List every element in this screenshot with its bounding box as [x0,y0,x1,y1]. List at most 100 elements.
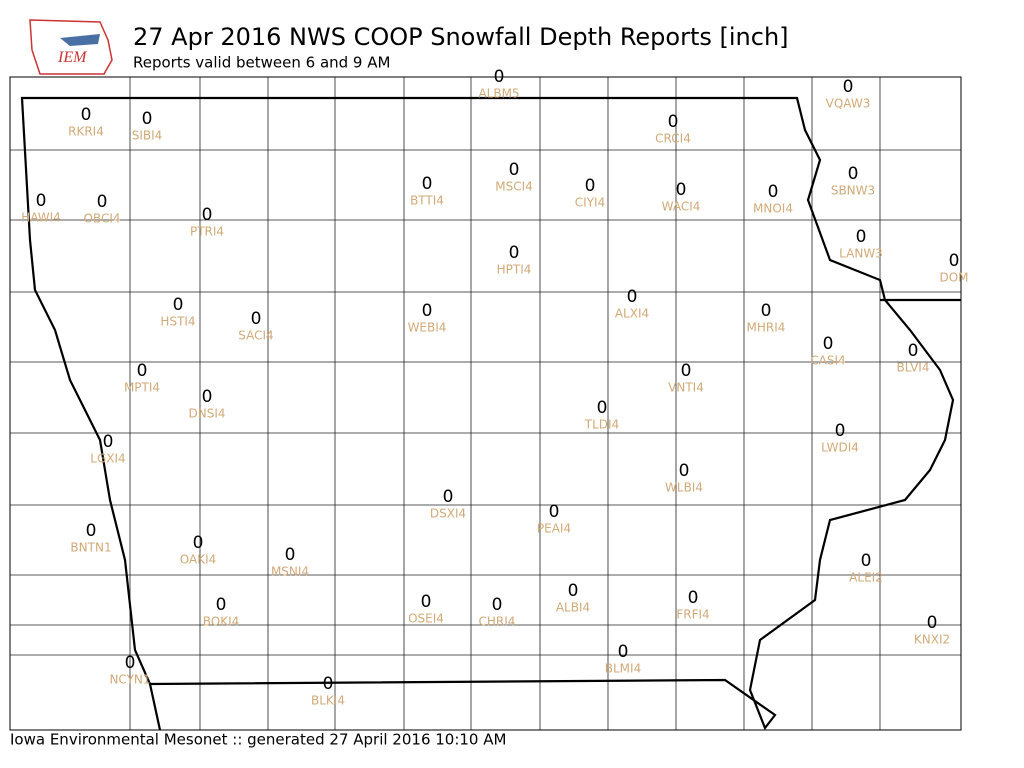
county-lines [10,77,961,730]
station-id: ALXI4 [615,307,649,321]
map-frame [9,76,962,731]
station-value: 0 [509,160,520,180]
station-id: ALEI2 [849,571,883,585]
station-value: 0 [422,174,433,194]
station-value: 0 [823,334,834,354]
station-id: WLBI4 [665,481,703,495]
station-id: MNOI4 [753,202,793,216]
station-value: 0 [285,545,296,565]
title: 27 Apr 2016 NWS COOP Snowfall Depth Repo… [133,23,789,51]
station-value: 0 [597,398,608,418]
station-value: 0 [323,674,334,694]
station-id: LANW3 [839,247,883,261]
station-id: BLKI4 [311,694,345,708]
station-id: BLMI4 [605,662,641,676]
station-id: TLDI4 [584,418,619,432]
station-value: 0 [908,341,919,361]
station-id: BTTI4 [410,194,444,208]
station-id: RKRI4 [68,125,104,139]
station-id: MHRI4 [747,321,786,335]
station-value: 0 [848,164,859,184]
station-id: BOKI4 [203,615,240,629]
station-id: HSTI4 [160,315,195,329]
station-value: 0 [768,182,779,202]
logo: IEM [29,19,113,75]
station-id: NCYN1 [109,673,150,687]
station-id: SBNW3 [831,184,875,198]
station-value: 0 [142,109,153,129]
station-value: 0 [949,251,960,271]
station-value: 0 [627,287,638,307]
station-id: PEAI4 [537,522,571,536]
station-id: CIYI4 [575,196,605,210]
station-value: 0 [173,295,184,315]
station-value: 0 [509,243,520,263]
station-value: 0 [681,361,692,381]
station-value: 0 [103,432,114,452]
station-id: DOM [939,271,968,285]
station-id: CASI4 [810,354,845,368]
station-id: SIBI4 [132,129,163,143]
station-value: 0 [679,461,690,481]
station-id: WACI4 [662,200,701,214]
station-value: 0 [688,588,699,608]
station-id: DSXI4 [430,507,466,521]
station-value: 0 [97,192,108,212]
stations: 0ALBM50RKRI40SIBI40CRCI40VQAW30HAWI40OBC… [21,67,968,708]
station-value: 0 [216,595,227,615]
station-value: 0 [494,67,505,87]
station-value: 0 [251,309,262,329]
station-id: VQAW3 [826,97,871,111]
station-id: HPTI4 [497,263,532,277]
station-value: 0 [492,595,503,615]
station-value: 0 [668,112,679,132]
station-id: CRCI4 [655,132,691,146]
station-id: MSNI4 [271,565,309,579]
map [10,77,961,730]
station-id: SACI4 [238,329,273,343]
station-value: 0 [927,613,938,633]
station-id: VNTI4 [668,381,704,395]
logo-vane [60,34,100,46]
logo-text: IEM [57,49,88,66]
station-value: 0 [421,592,432,612]
station-id: HAWI4 [21,211,61,225]
station-id: OSEI4 [408,612,444,626]
station-value: 0 [585,176,596,196]
station-value: 0 [549,502,560,522]
station-value: 0 [861,551,872,571]
logo-outline [29,19,113,75]
station-value: 0 [193,533,204,553]
station-value: 0 [137,361,148,381]
station-id: BLVI4 [897,361,930,375]
station-value: 0 [81,105,92,125]
station-id: LWDI4 [821,441,859,455]
station-id: PTRI4 [190,225,224,239]
station-value: 0 [568,581,579,601]
station-value: 0 [202,205,213,225]
station-value: 0 [843,77,854,97]
footer: Iowa Environmental Mesonet :: generated … [10,731,506,749]
station-id: CHRI4 [479,615,516,629]
station-id: LGXI4 [90,452,125,466]
station-value: 0 [676,180,687,200]
station-value: 0 [36,191,47,211]
station-value: 0 [618,642,629,662]
station-id: MSCI4 [495,180,533,194]
station-value: 0 [835,421,846,441]
station-value: 0 [856,227,867,247]
iowa-border [20,96,955,730]
station-id: OAKI4 [180,553,217,567]
station-id: ALBI4 [556,601,590,615]
station-value: 0 [761,301,772,321]
station-value: 0 [443,487,454,507]
station-value: 0 [422,301,433,321]
station-id: ALBM5 [478,87,519,101]
station-id: FRFI4 [676,608,709,622]
station-id: WEBI4 [408,321,447,335]
station-value: 0 [86,521,97,541]
station-id: DNSI4 [188,407,225,421]
station-value: 0 [202,387,213,407]
station-id: KNXI2 [914,633,950,647]
